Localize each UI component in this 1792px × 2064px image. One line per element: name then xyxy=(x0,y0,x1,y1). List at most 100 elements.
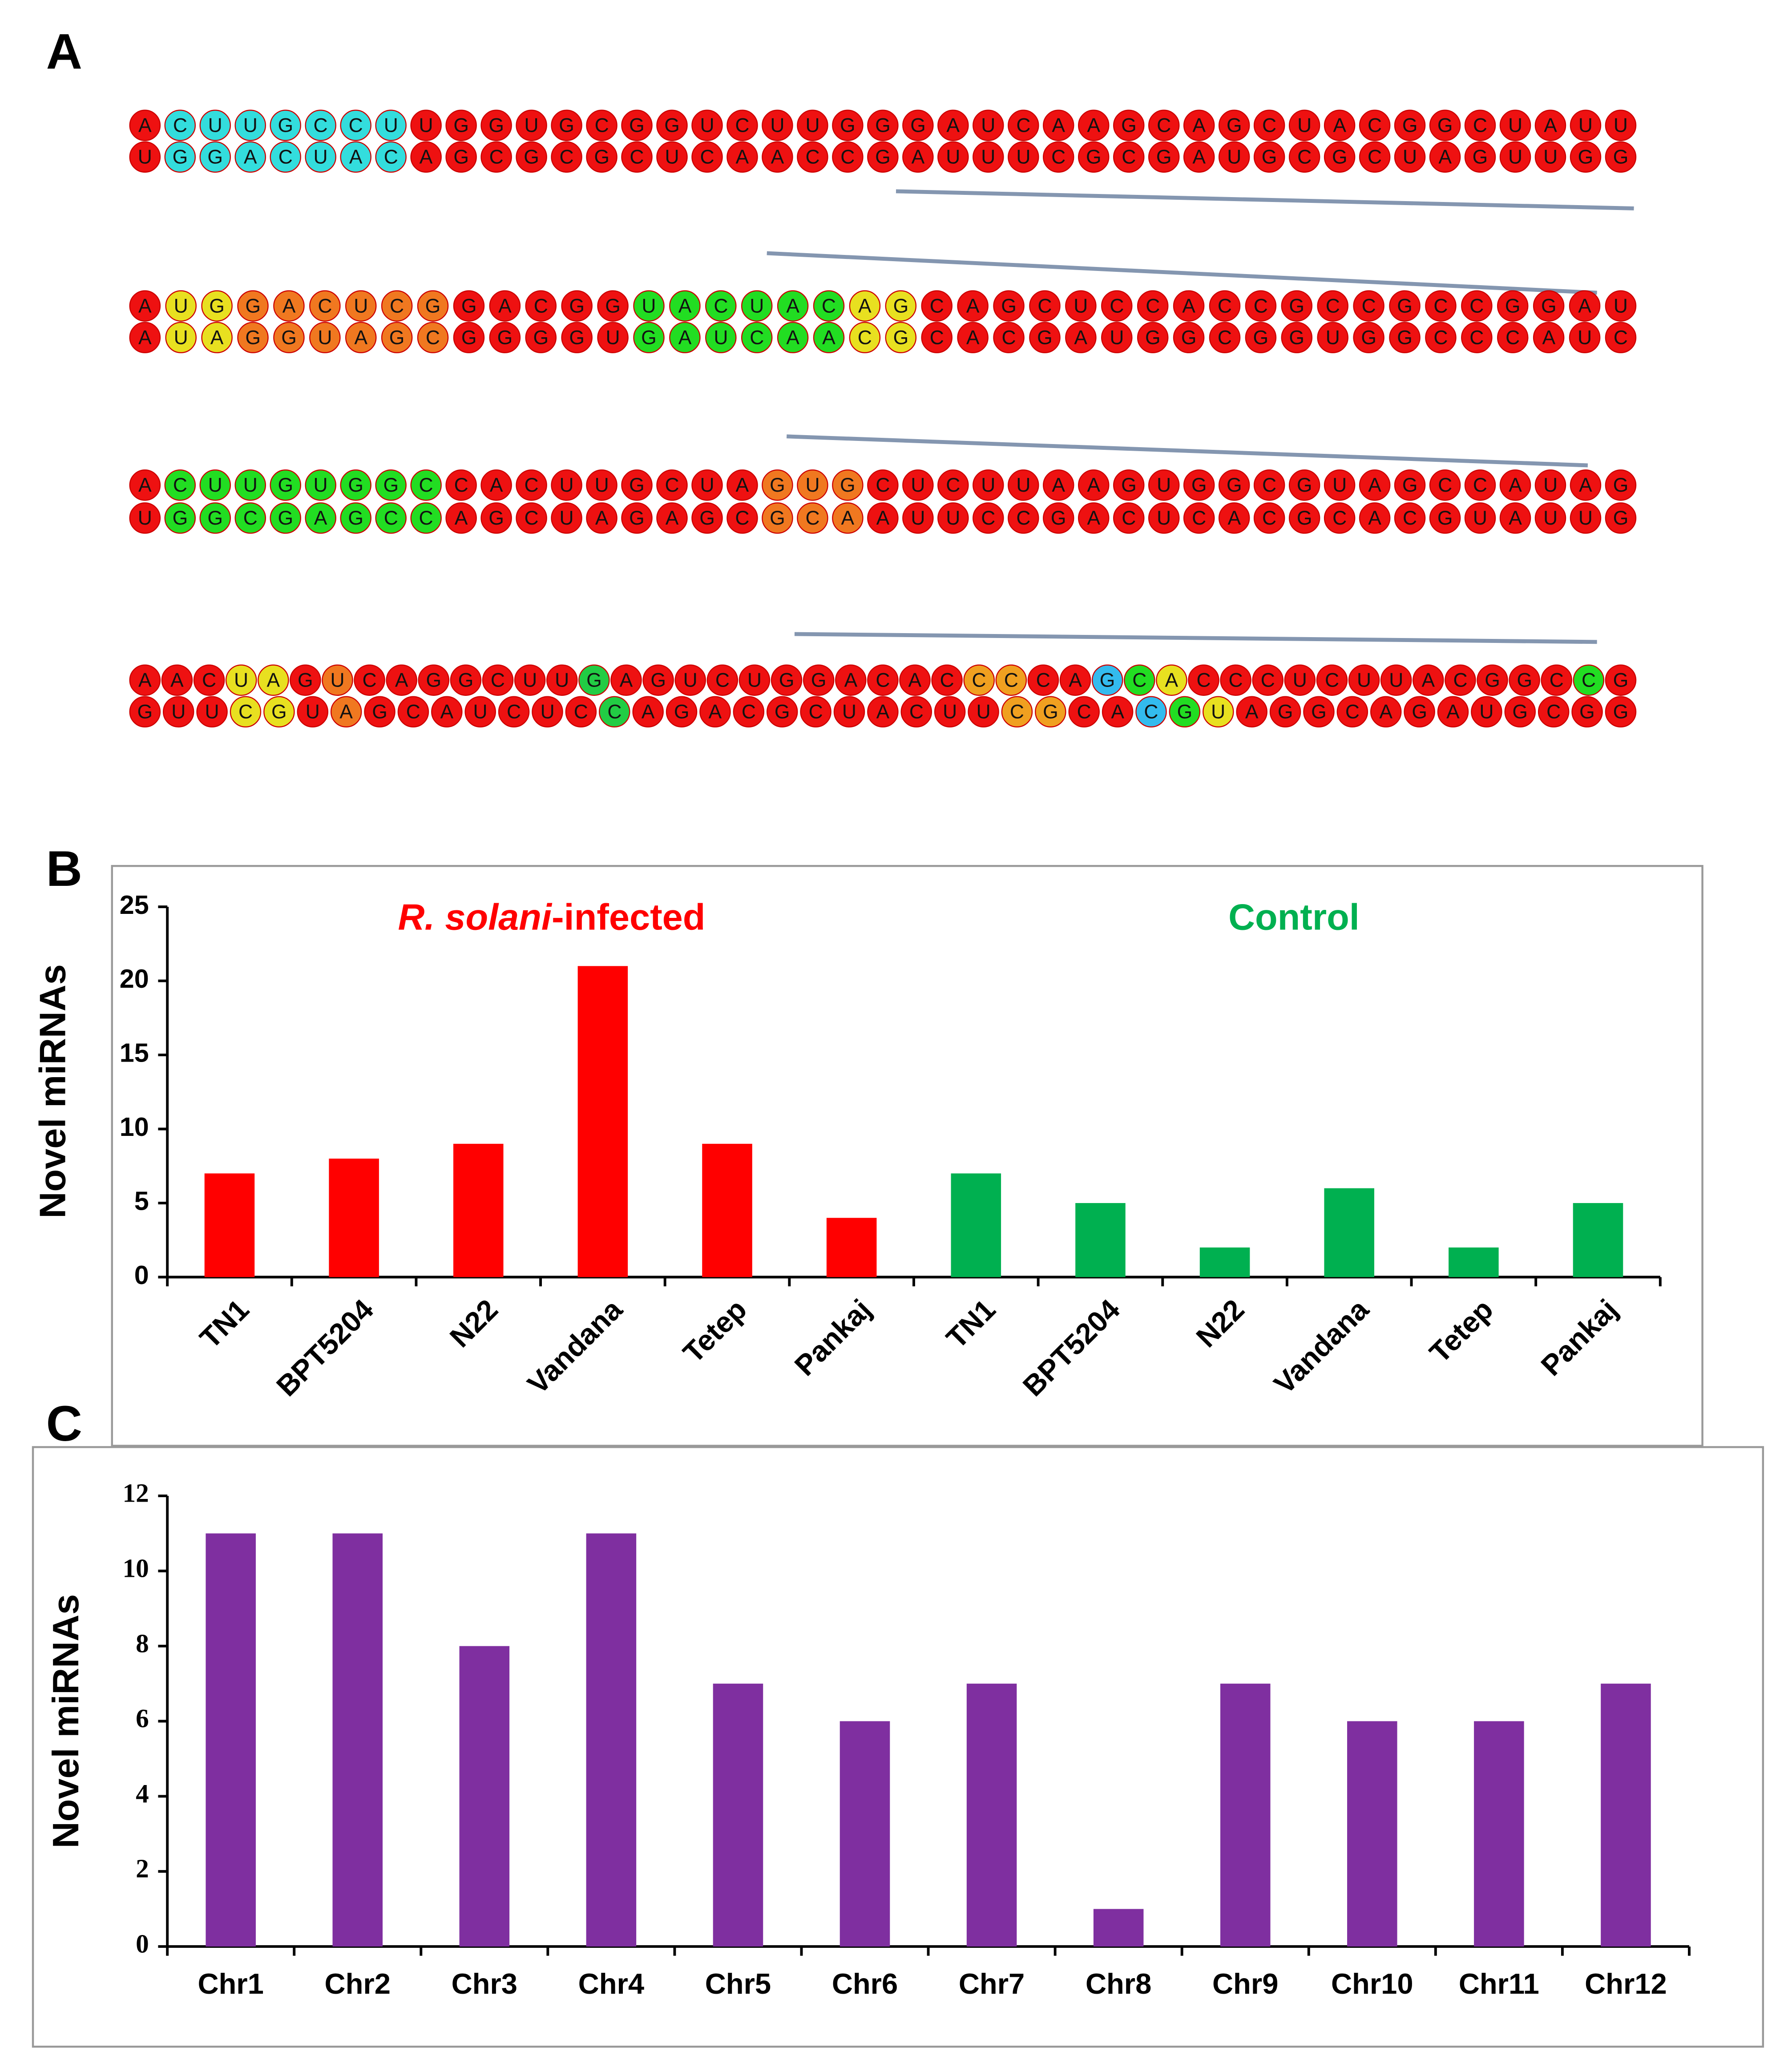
nucleotide xyxy=(586,109,618,141)
nucleotide xyxy=(516,469,547,501)
nucleotide xyxy=(902,141,934,173)
x-tick-label: Pankaj xyxy=(1534,1293,1623,1382)
nucleotide xyxy=(309,322,341,353)
nucleotide xyxy=(165,290,197,322)
nucleotide xyxy=(1043,469,1074,501)
nucleotide xyxy=(1124,664,1155,696)
nucleotide xyxy=(410,502,442,534)
nucleotide xyxy=(1571,696,1603,728)
x-tick-label: Chr12 xyxy=(1585,1967,1667,2000)
y-tick-label: 15 xyxy=(120,1038,149,1068)
nucleotide xyxy=(1499,141,1531,173)
nucleotide xyxy=(1437,696,1469,728)
x-tick-label: Vandana xyxy=(521,1293,629,1400)
y-tick-label: 0 xyxy=(136,1929,149,1959)
nucleotide xyxy=(1353,290,1384,322)
nucleotide xyxy=(642,664,674,696)
bar xyxy=(1449,1247,1499,1277)
y-axis-label: Novel miRNAs xyxy=(32,964,73,1218)
nucleotide xyxy=(129,664,161,696)
nucleotide xyxy=(364,696,396,728)
x-tick-label: Tetep xyxy=(677,1293,753,1369)
nucleotide xyxy=(1499,469,1531,501)
strand-sequence: AUGGACUCGGACGGUACUACAGCAGCUCCACCGCCGCCGG… xyxy=(138,295,1628,317)
nucleotide xyxy=(937,469,969,501)
nucleotide xyxy=(797,141,828,173)
bar xyxy=(577,966,628,1277)
nucleotide xyxy=(1477,664,1508,696)
nucleotide xyxy=(1078,109,1110,141)
x-tick-label: Chr1 xyxy=(198,1967,263,2000)
nucleotide xyxy=(1429,109,1461,141)
x-tick-label: Chr7 xyxy=(959,1967,1025,2000)
nucleotide xyxy=(1269,696,1301,728)
strand-sequence: UGGACUACAGCGCGCUCAACCGAUUUCGCGAUGCGCUAGU… xyxy=(138,146,1628,168)
nucleotide xyxy=(234,502,266,534)
nucleotide xyxy=(340,109,371,141)
nucleotide xyxy=(1288,469,1320,501)
nucleotide xyxy=(902,469,934,501)
nucleotide xyxy=(1461,290,1493,322)
nucleotide xyxy=(397,696,429,728)
guide-line xyxy=(767,251,1597,295)
panel-label: A xyxy=(46,24,82,80)
y-tick-label: 5 xyxy=(134,1186,149,1216)
nucleotide xyxy=(973,469,1004,501)
bar xyxy=(1220,1684,1271,1947)
nucleotide xyxy=(1218,502,1250,534)
nucleotide xyxy=(480,469,512,501)
nucleotide xyxy=(561,290,593,322)
nucleotide xyxy=(273,290,305,322)
nucleotide xyxy=(835,664,867,696)
nucleotide xyxy=(797,502,828,534)
nucleotide xyxy=(669,322,701,353)
nucleotide xyxy=(741,322,773,353)
nucleotide xyxy=(1317,322,1348,353)
nucleotide xyxy=(273,322,305,353)
y-tick-label: 8 xyxy=(136,1628,149,1658)
nucleotide xyxy=(199,502,231,534)
nucleotide xyxy=(1008,141,1039,173)
nucleotide xyxy=(1499,109,1531,141)
nucleotide xyxy=(201,290,233,322)
annotation: R. solani-infected xyxy=(398,897,705,938)
nucleotide xyxy=(1281,290,1313,322)
nucleotide xyxy=(1008,502,1039,534)
nucleotide xyxy=(322,664,353,696)
nucleotide xyxy=(1135,696,1167,728)
nucleotide xyxy=(1605,141,1637,173)
nucleotide xyxy=(1209,290,1241,322)
nucleotide xyxy=(1394,502,1426,534)
nucleotide xyxy=(771,664,803,696)
nucleotide xyxy=(706,664,739,696)
nucleotide xyxy=(386,664,417,696)
nucleotide xyxy=(381,322,413,353)
guide-line xyxy=(794,632,1597,644)
x-tick-label: Chr8 xyxy=(1086,1967,1151,2000)
nucleotide xyxy=(803,664,835,696)
nucleotide xyxy=(1404,696,1435,728)
nucleotide xyxy=(237,322,269,353)
nucleotide xyxy=(777,290,809,322)
nucleotide xyxy=(1336,696,1368,728)
nucleotide xyxy=(1570,109,1602,141)
nucleotide xyxy=(1570,502,1602,534)
nucleotide xyxy=(1573,664,1605,696)
nucleotide xyxy=(1538,696,1570,728)
nucleotide xyxy=(797,109,828,141)
x-tick-label: Chr4 xyxy=(578,1967,644,2000)
bar xyxy=(713,1684,763,1947)
nucleotide xyxy=(1534,502,1566,534)
nucleotide xyxy=(1445,664,1476,696)
nucleotide xyxy=(1043,141,1074,173)
bar xyxy=(1573,1203,1623,1277)
nucleotide xyxy=(1183,502,1215,534)
nucleotide xyxy=(237,290,269,322)
nucleotide xyxy=(1497,322,1529,353)
nucleotide xyxy=(1078,502,1110,534)
nucleotide xyxy=(832,469,864,501)
nucleotide xyxy=(1043,502,1074,534)
nucleotide xyxy=(1288,141,1320,173)
nucleotide xyxy=(480,109,512,141)
